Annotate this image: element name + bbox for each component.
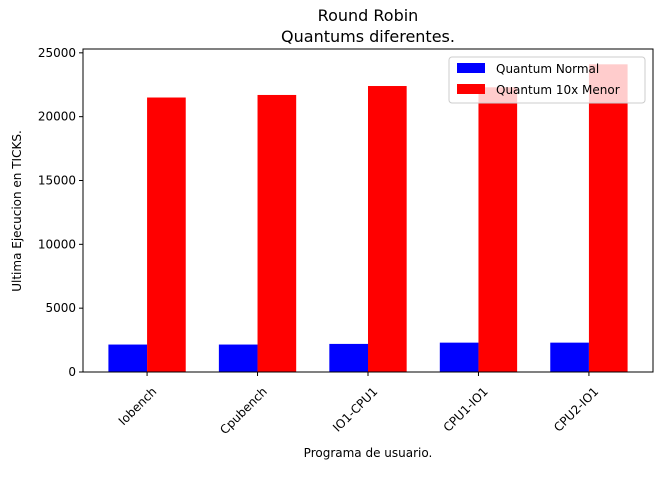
bar-quantum-normal-cpu2-io1 xyxy=(550,342,589,372)
y-tick-label-10000: 10000 xyxy=(38,237,76,251)
bar-quantum-10x-menor-cpu1-io1 xyxy=(478,87,518,373)
bar-quantum-normal-iobench xyxy=(108,344,148,372)
x-axis: Iobench Cpubench IO1-CPU1 CPU1-IO1 CPU2-IO1 xyxy=(116,372,601,437)
legend-swatch-quantum-normal xyxy=(457,63,485,73)
y-tick-label-5000: 5000 xyxy=(45,301,76,315)
chart-title: Round Robin xyxy=(318,6,419,25)
y-tick-label-0: 0 xyxy=(68,365,76,379)
x-tick-label-cpubench: Cpubench xyxy=(217,384,270,437)
legend: Quantum Normal Quantum 10x Menor xyxy=(448,56,646,104)
bar-quantum-10x-menor-cpubench xyxy=(257,94,297,373)
bar-quantum-normal-io1-cpu1 xyxy=(329,343,368,372)
legend-label-quantum-normal: Quantum Normal xyxy=(496,62,599,76)
legend-box xyxy=(448,56,646,104)
y-axis-label: Ultima Ejecucion en TICKS. xyxy=(10,130,24,292)
x-tick-label-iobench: Iobench xyxy=(116,384,160,428)
y-tick-label-20000: 20000 xyxy=(38,110,76,124)
x-tick-label-cpu2-io1: CPU2-IO1 xyxy=(551,384,601,434)
y-axis: 0 5000 10000 15000 20000 25000 xyxy=(38,46,83,379)
y-tick-label-25000: 25000 xyxy=(38,46,76,60)
plot-frame xyxy=(82,48,654,373)
bar-quantum-10x-menor-iobench xyxy=(147,97,186,372)
legend-label-quantum-10x-menor: Quantum 10x Menor xyxy=(496,83,620,97)
x-tick-label-io1-cpu1: IO1-CPU1 xyxy=(330,384,380,434)
legend-swatch-quantum-10x-menor xyxy=(457,84,485,94)
bars-group xyxy=(108,64,628,373)
bar-quantum-10x-menor-io1-cpu1 xyxy=(368,86,407,373)
x-tick-label-cpu1-io1: CPU1-IO1 xyxy=(441,384,491,434)
x-axis-label: Programa de usuario. xyxy=(304,446,433,460)
bar-quantum-normal-cpu1-io1 xyxy=(439,342,479,372)
bar-quantum-10x-menor-cpu2-io1 xyxy=(588,64,628,372)
y-tick-label-15000: 15000 xyxy=(38,173,76,187)
chart-subtitle: Quantums diferentes. xyxy=(281,27,455,46)
bar-quantum-normal-cpubench xyxy=(218,344,258,372)
